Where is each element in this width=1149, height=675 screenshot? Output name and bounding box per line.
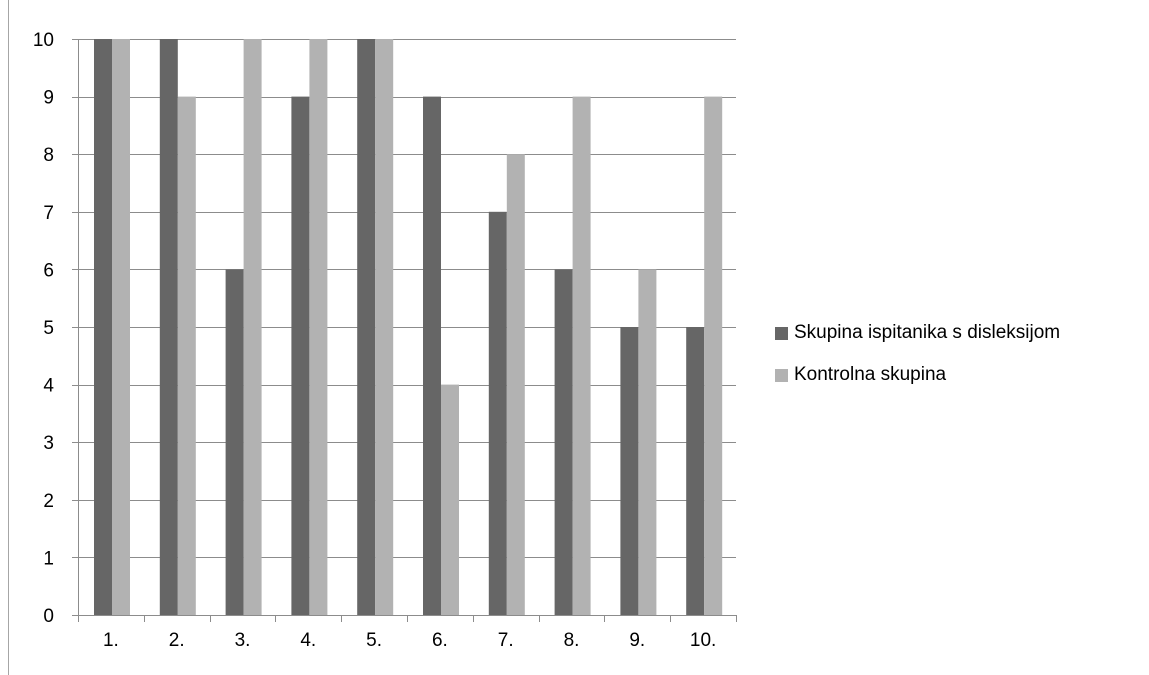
ytick-label-10: 10 <box>33 30 54 51</box>
xtick-label-8: 8. <box>564 630 580 651</box>
bar-series-1-2 <box>159 39 178 615</box>
xtick-label-2: 2. <box>169 630 185 651</box>
bar-series-1-1 <box>94 39 112 615</box>
bar-series-1-10 <box>686 327 705 615</box>
legend-swatch-series-1 <box>775 326 788 340</box>
ytick-label-2: 2 <box>43 491 54 512</box>
xtick-label-1: 1. <box>103 630 119 651</box>
legend-item-series-2: Kontrolna skupina <box>775 354 1145 396</box>
bar-series-2-8 <box>572 96 591 616</box>
xtick-label-7: 7. <box>498 630 514 651</box>
bar-series-1-8 <box>554 269 573 615</box>
xtick-label-6: 6. <box>432 630 448 651</box>
bar-series-2-2 <box>177 96 196 616</box>
ytick-label-8: 8 <box>43 145 54 166</box>
legend-item-series-1: Skupina ispitanika s disleksijom <box>775 312 1145 354</box>
bar-series-2-4 <box>309 39 328 615</box>
bar-series-2-10 <box>704 96 723 616</box>
legend-label-series-2: Kontrolna skupina <box>794 364 947 385</box>
legend-swatch-series-2 <box>775 368 788 382</box>
chart-legend: Skupina ispitanika s disleksijom Kontrol… <box>775 312 1145 396</box>
ytick-label-6: 6 <box>43 260 54 281</box>
ytick-label-7: 7 <box>43 203 54 224</box>
xtick-label-3: 3. <box>235 630 251 651</box>
ytick-label-3: 3 <box>43 433 54 454</box>
ytick-label-5: 5 <box>43 318 54 339</box>
bar-series-2-7 <box>506 154 525 615</box>
bar-series-1-6 <box>423 96 441 616</box>
bar-series-1-3 <box>225 269 244 615</box>
ytick-label-0: 0 <box>43 606 54 627</box>
bar-series-1-9 <box>620 327 639 615</box>
bar-series-1-5 <box>357 39 376 615</box>
xtick-label-9: 9. <box>629 630 645 651</box>
bar-series-1-4 <box>291 96 310 616</box>
ytick-label-1: 1 <box>43 548 54 569</box>
legend-label-series-1: Skupina ispitanika s disleksijom <box>794 322 1061 343</box>
bar-series-1-7 <box>488 211 507 616</box>
bar-series-2-3 <box>243 39 262 615</box>
bar-series-2-6 <box>441 384 459 615</box>
xtick-label-10: 10. <box>690 630 716 651</box>
xtick-label-4: 4. <box>300 630 316 651</box>
bar-series-2-1 <box>112 39 130 615</box>
bar-series-2-9 <box>638 269 657 615</box>
xtick-label-5: 5. <box>366 630 382 651</box>
ytick-label-9: 9 <box>43 88 54 109</box>
bar-series-2-5 <box>375 39 394 615</box>
ytick-label-4: 4 <box>43 376 54 397</box>
